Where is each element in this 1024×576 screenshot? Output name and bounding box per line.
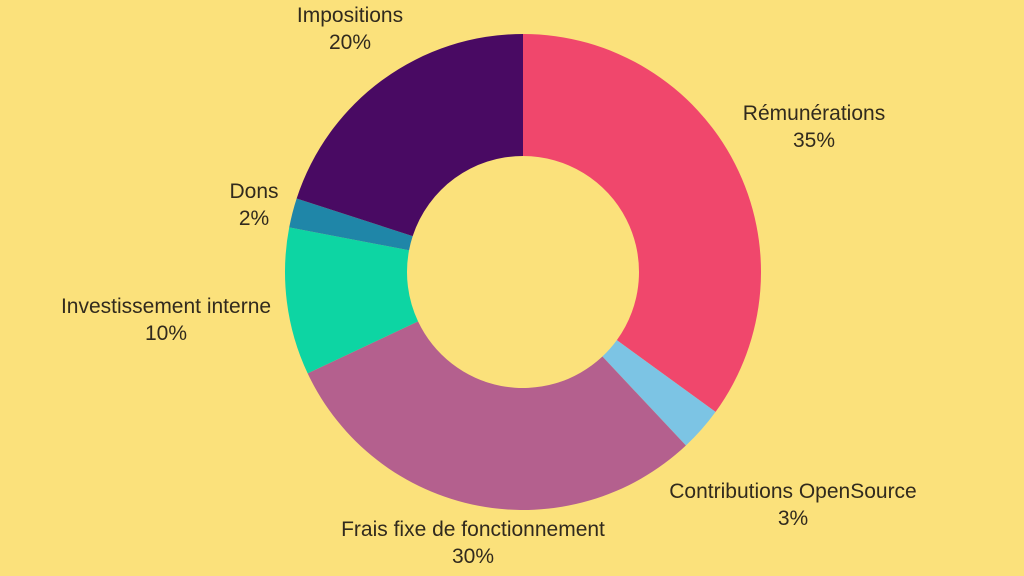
slice-label-text: Dons [229,180,279,203]
donut-slice-frais-fixe-fonctionnement [307,321,686,510]
donut-slice-contributions-opensource [602,340,716,446]
slice-label-percent: 10% [144,322,188,345]
slice-label-percent: 20% [328,31,372,54]
slice-label-remunerations: Rémunérations 35% [743,100,885,154]
slice-label-percent: 35% [792,129,836,152]
slice-label-text: Impositions [296,4,404,27]
donut-slice-investissement-interne [285,227,419,374]
donut-slice-dons [289,198,413,251]
slice-label-text: Investissement interne [60,295,272,318]
slice-label-percent: 2% [238,207,270,230]
slice-label-text: Contributions OpenSource [669,480,917,503]
slice-label-percent: 3% [777,507,809,530]
slice-label-contributions-opensource: Contributions OpenSource 3% [669,478,916,532]
slice-label-text: Frais fixe de fonctionnement [341,518,605,541]
slice-label-investissement-interne: Investissement interne 10% [61,293,271,347]
donut-slice-impositions [296,34,523,237]
slice-label-dons: Dons 2% [229,178,278,232]
slice-label-impositions: Impositions 20% [297,2,403,56]
slice-label-percent: 30% [451,545,495,568]
donut-slice-remunerations [523,34,762,412]
slice-label-frais-fixe-fonctionnement: Frais fixe de fonctionnement 30% [341,516,605,570]
slice-label-text: Rémunérations [742,102,886,125]
